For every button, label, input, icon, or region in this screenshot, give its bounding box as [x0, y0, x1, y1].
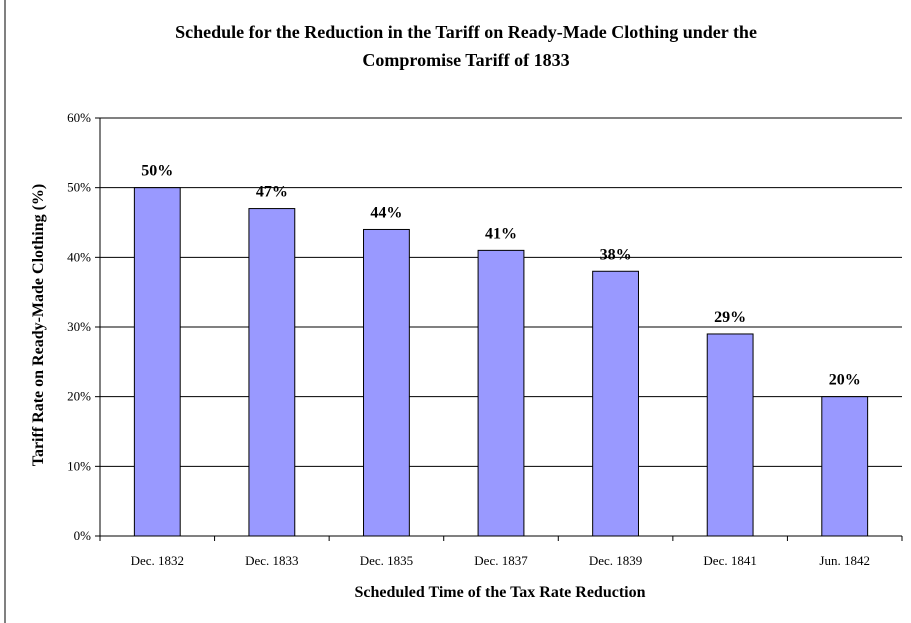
y-tick-label: 0% — [74, 528, 92, 543]
x-tick-label: Dec. 1835 — [360, 553, 413, 568]
y-tick-label: 20% — [67, 389, 91, 404]
x-tick-label: Dec. 1832 — [131, 553, 184, 568]
data-label: 44% — [370, 204, 402, 221]
data-labels: 50% 47% 44% 41% 38% 29% 20% — [141, 163, 860, 389]
y-tick-label: 40% — [67, 249, 91, 264]
bars — [133, 187, 869, 537]
bar — [821, 396, 869, 537]
y-tick-label: 50% — [67, 180, 91, 195]
bar — [592, 270, 639, 537]
bar — [133, 187, 181, 537]
bar — [363, 228, 410, 537]
bar — [248, 208, 296, 537]
x-axis-title: Scheduled Time of the Tax Rate Reduction — [355, 584, 646, 601]
data-label: 20% — [829, 372, 861, 389]
x-tick-label: Dec. 1841 — [703, 553, 756, 568]
x-tick-label: Dec. 1839 — [589, 553, 642, 568]
data-label: 29% — [714, 309, 746, 326]
x-tick-label: Jun. 1842 — [819, 553, 870, 568]
x-tick-label: Dec. 1833 — [245, 553, 298, 568]
y-tick-label: 10% — [67, 458, 91, 473]
x-axis-ticks: Dec. 1832 Dec. 1833 Dec. 1835 Dec. 1837 Dec.… — [99, 535, 903, 568]
data-label: 38% — [600, 246, 632, 263]
chart-title-line-1: Schedule for the Reduction in the Tariff… — [175, 22, 757, 42]
data-label: 41% — [485, 225, 517, 242]
chart-title-line-2: Compromise Tariff of 1833 — [362, 50, 569, 70]
y-axis-ticks: 0% 10% 20% 30% 40% 50% 60% — [67, 110, 101, 543]
data-label: 50% — [141, 163, 173, 180]
y-axis-title: Tariff Rate on Ready-Made Clothing (%) — [30, 184, 47, 467]
bar — [706, 333, 754, 537]
x-tick-label: Dec. 1837 — [474, 553, 528, 568]
y-tick-label: 30% — [67, 319, 91, 334]
y-tick-label: 60% — [67, 110, 91, 125]
data-label: 47% — [256, 184, 288, 201]
bar — [477, 249, 525, 537]
